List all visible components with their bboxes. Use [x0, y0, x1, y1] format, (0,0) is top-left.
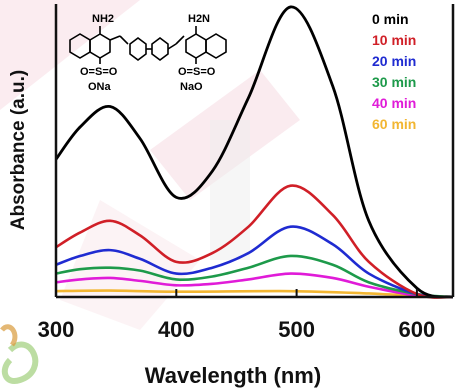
legend-entry: 10 min — [372, 32, 416, 48]
bg-gray-shape — [210, 120, 250, 260]
left-salt-label: ONa — [88, 81, 112, 93]
dye-molecule-structure — [69, 26, 227, 64]
left-amine-label: NH2 — [92, 13, 114, 25]
left-ring-b — [89, 33, 111, 59]
legend: 0 min 10 min 20 min 30 min 40 min 60 min — [372, 11, 416, 132]
legend-entry: 20 min — [372, 53, 416, 69]
x-tick-label: 300 — [38, 317, 75, 342]
right-ring-a — [185, 33, 207, 59]
x-axis-label: Wavelength (nm) — [145, 363, 321, 388]
x-ticks: 300 400 500 600 — [38, 289, 436, 342]
right-salt-label: NaO — [180, 81, 203, 93]
left-azo-bond-1 — [109, 35, 121, 41]
right-azo-bond-2 — [175, 35, 185, 45]
series-line-40-min — [55, 272, 454, 299]
right-sulfonate-label: O=S=O — [178, 66, 216, 78]
right-amine-label: H2N — [188, 13, 210, 25]
y-axis-label: Absorbance (a.u.) — [8, 70, 29, 230]
left-ring-a — [69, 33, 91, 59]
legend-entry: 60 min — [372, 116, 416, 132]
series-line-0-min — [54, 5, 454, 299]
legend-entry: 30 min — [372, 74, 416, 90]
biphenyl-ring-a — [129, 37, 147, 61]
legend-entry: 40 min — [372, 95, 416, 111]
bg-orange-squiggle — [0, 324, 18, 347]
bg-pink-shape-topleft — [0, 0, 140, 110]
series-line-10-min — [55, 184, 454, 299]
right-azo-bond-1 — [167, 43, 177, 50]
x-tick-label: 400 — [158, 317, 195, 342]
bg-green-squiggle — [1, 341, 39, 384]
biphenyl-ring-b — [151, 37, 169, 61]
x-tick-label: 500 — [278, 317, 315, 342]
left-sulfonate-label: O=S=O — [80, 66, 118, 78]
series-line-20-min — [55, 225, 454, 299]
right-ring-b — [205, 33, 227, 59]
series-line-30-min — [55, 254, 454, 299]
series-lines — [54, 5, 454, 299]
legend-entry: 0 min — [372, 11, 409, 27]
left-azo-bond-2 — [119, 35, 129, 45]
x-tick-label: 600 — [399, 317, 436, 342]
